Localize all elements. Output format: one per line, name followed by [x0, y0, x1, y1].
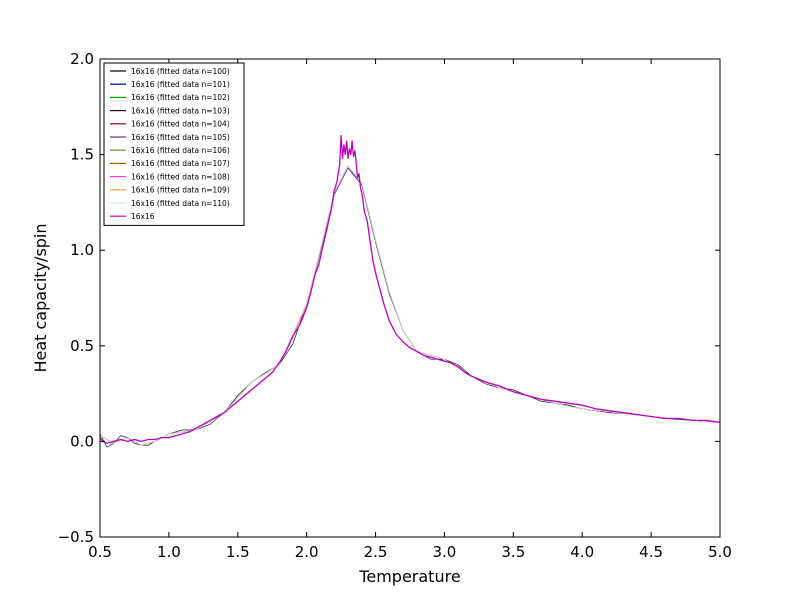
legend-box [103, 62, 245, 226]
legend-label-11: 16x16 [131, 212, 155, 221]
x-tick-label: 1.0 [157, 543, 181, 561]
x-tick-label: 2.5 [364, 543, 388, 561]
series-layer [99, 134, 721, 448]
x-tick-label: 1.5 [226, 543, 250, 561]
x-tick-label: 5.0 [708, 543, 732, 561]
x-tick-label: 3.5 [501, 543, 525, 561]
legend-label-3: 16x16 (fitted data n=103) [131, 106, 230, 115]
legend: 16x16 (fitted data n=100) 16x16 (fitted d… [103, 62, 245, 226]
legend-label-10: 16x16 (fitted data n=110) [131, 199, 230, 208]
legend-label-6: 16x16 (fitted data n=106) [131, 146, 230, 155]
legend-label-1: 16x16 (fitted data n=101) [131, 80, 230, 89]
x-tick-label: 3.0 [433, 543, 457, 561]
legend-label-0: 16x16 (fitted data n=100) [131, 67, 230, 76]
x-tick-label: 2.0 [295, 543, 319, 561]
legend-label-8: 16x16 (fitted data n=108) [131, 172, 230, 181]
y-axis-title: Heat capacity/spin [31, 223, 50, 372]
tick-layer: 0.5 1.0 1.5 2.0 2.5 3.0 3.5 4.0 4.5 5.0 −0.5 0.0 0.5… [58, 50, 732, 561]
legend-label-7: 16x16 (fitted data n=107) [131, 159, 230, 168]
x-tick-label: 4.5 [639, 543, 663, 561]
y-tick-label: 2.0 [70, 50, 94, 68]
y-tick-label: 0.5 [70, 337, 94, 355]
x-tick-label: 0.5 [88, 543, 112, 561]
y-tick-label: 1.0 [70, 241, 94, 259]
legend-label-9: 16x16 (fitted data n=109) [131, 186, 230, 195]
y-tick-label: 1.5 [70, 146, 94, 164]
x-axis-title: Temperature [358, 567, 460, 586]
x-tick-label: 4.0 [570, 543, 594, 561]
y-tick-label: −0.5 [58, 528, 94, 546]
legend-label-4: 16x16 (fitted data n=104) [131, 120, 230, 129]
series-line-11 [99, 134, 721, 444]
legend-label-5: 16x16 (fitted data n=105) [131, 133, 230, 142]
y-tick-label: 0.0 [70, 432, 94, 450]
legend-label-2: 16x16 (fitted data n=102) [131, 93, 230, 102]
plot-frame [99, 58, 721, 538]
